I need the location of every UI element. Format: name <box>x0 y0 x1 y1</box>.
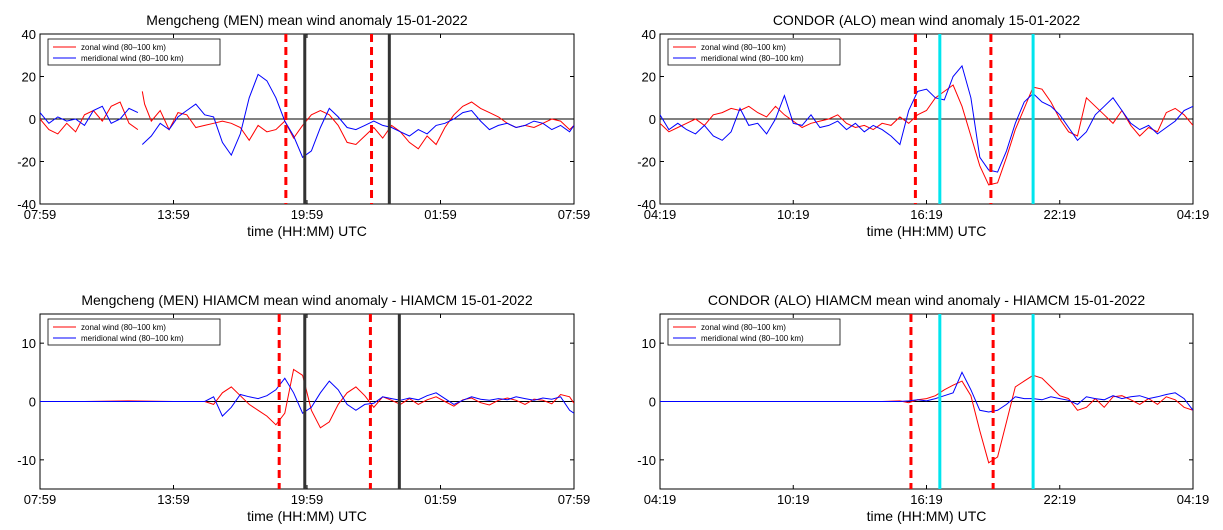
legend-label: meridional wind (80–100 km) <box>701 54 804 63</box>
chart-title: Mengcheng (MEN) mean wind anomaly 15-01-… <box>146 12 468 28</box>
chart-panel-4: CONDOR (ALO) HIAMCM mean wind anomaly - … <box>637 292 1209 524</box>
x-axis-label: time (HH:MM) UTC <box>247 223 367 239</box>
legend-box <box>667 318 841 346</box>
x-axis-label: time (HH:MM) UTC <box>247 508 367 524</box>
x-tick-label: 19:59 <box>291 207 324 222</box>
series-line-meridional <box>660 64 1193 173</box>
x-tick-label: 16:19 <box>910 207 943 222</box>
y-tick-label: 0 <box>29 395 36 410</box>
x-tick-label: 16:19 <box>910 492 943 507</box>
x-tick-label: 19:59 <box>291 492 324 507</box>
y-tick-label: -10 <box>637 453 656 468</box>
x-tick-label: 13:59 <box>157 492 190 507</box>
y-tick-label: 0 <box>649 112 656 127</box>
chart-title: CONDOR (ALO) mean wind anomaly 15-01-202… <box>773 12 1081 28</box>
legend-label: zonal wind (80–100 km) <box>701 43 786 52</box>
chart-title: Mengcheng (MEN) HIAMCM mean wind anomaly… <box>81 292 532 308</box>
legend-label: zonal wind (80–100 km) <box>81 43 166 52</box>
series-line-zonal <box>660 84 1193 186</box>
x-tick-label: 04:19 <box>1177 492 1210 507</box>
legend: zonal wind (80–100 km) meridional wind (8… <box>667 318 841 346</box>
x-tick-label: 22:19 <box>1043 492 1076 507</box>
y-tick-label: 20 <box>22 70 36 85</box>
legend-box <box>47 38 221 66</box>
x-tick-label: 22:19 <box>1043 207 1076 222</box>
y-tick-label: 0 <box>649 395 656 410</box>
x-tick-label: 10:19 <box>777 492 810 507</box>
y-tick-label: 40 <box>642 27 656 42</box>
x-tick-label: 10:19 <box>777 207 810 222</box>
y-tick-label: -20 <box>17 155 36 170</box>
legend: zonal wind (80–100 km) meridional wind (8… <box>47 38 221 66</box>
y-tick-label: 10 <box>22 336 36 351</box>
series-line-meridional <box>660 371 1193 413</box>
y-tick-label: 10 <box>642 336 656 351</box>
y-tick-label: 0 <box>29 112 36 127</box>
x-tick-label: 01:59 <box>424 207 457 222</box>
legend-label: meridional wind (80–100 km) <box>81 54 184 63</box>
y-tick-label: 40 <box>22 27 36 42</box>
x-tick-label: 07:59 <box>558 207 591 222</box>
y-tick-label: -10 <box>17 453 36 468</box>
legend: zonal wind (80–100 km) meridional wind (8… <box>47 318 221 346</box>
y-tick-label: -40 <box>17 197 36 212</box>
x-axis-label: time (HH:MM) UTC <box>867 223 987 239</box>
legend-label: meridional wind (80–100 km) <box>81 334 184 343</box>
legend: zonal wind (80–100 km) meridional wind (8… <box>667 38 841 66</box>
x-tick-label: 07:59 <box>558 492 591 507</box>
legend-box <box>47 318 221 346</box>
chart-title: CONDOR (ALO) HIAMCM mean wind anomaly - … <box>708 292 1145 308</box>
legend-label: zonal wind (80–100 km) <box>81 323 166 332</box>
x-tick-label: 13:59 <box>157 207 190 222</box>
legend-label: meridional wind (80–100 km) <box>701 334 804 343</box>
chart-panel-1: Mengcheng (MEN) mean wind anomaly 15-01-… <box>17 12 590 239</box>
y-tick-label: -20 <box>637 155 656 170</box>
series-line-zonal <box>40 101 139 135</box>
chart-panel-3: Mengcheng (MEN) HIAMCM mean wind anomaly… <box>17 292 590 524</box>
series-line-zonal <box>141 91 574 150</box>
series-line-meridional <box>40 377 574 417</box>
legend-box <box>667 38 841 66</box>
y-tick-label: 20 <box>642 70 656 85</box>
x-tick-label: 07:59 <box>24 492 57 507</box>
x-tick-label: 04:19 <box>644 492 677 507</box>
x-tick-label: 04:19 <box>644 207 677 222</box>
x-axis-label: time (HH:MM) UTC <box>867 508 987 524</box>
legend-label: zonal wind (80–100 km) <box>701 323 786 332</box>
x-tick-label: 04:19 <box>1177 207 1210 222</box>
series-line-meridional <box>141 73 574 159</box>
y-tick-label: -40 <box>637 197 656 212</box>
x-tick-label: 01:59 <box>424 492 457 507</box>
series-line-meridional <box>40 105 139 127</box>
chart-panel-2: CONDOR (ALO) mean wind anomaly 15-01-202… <box>637 12 1209 239</box>
x-tick-label: 07:59 <box>24 207 57 222</box>
